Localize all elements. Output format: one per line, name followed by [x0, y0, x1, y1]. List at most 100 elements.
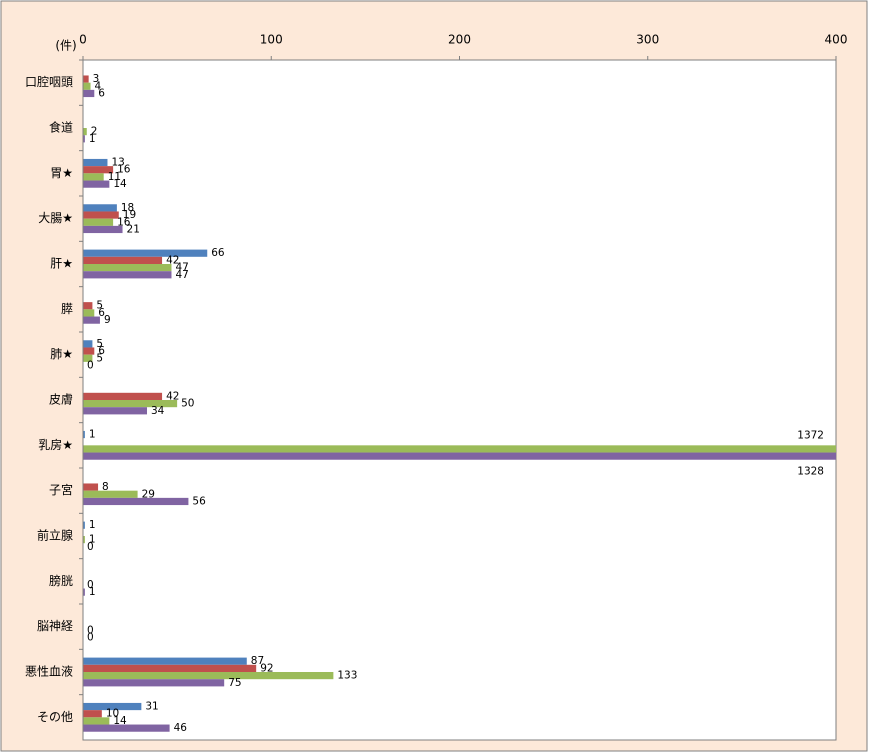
bar [83, 204, 117, 212]
bar [83, 679, 225, 687]
value-label: 4 [95, 80, 102, 92]
y-tick-label: 胃★ [50, 166, 73, 180]
value-label: 19 [123, 209, 136, 221]
x-tick-label: 400 [825, 33, 848, 47]
y-tick-label: 子宮 [49, 482, 73, 497]
value-label: 1 [89, 586, 96, 598]
value-label: 11 [108, 171, 121, 183]
value-label: 1372 [797, 429, 824, 441]
bar [83, 166, 114, 174]
bar [83, 430, 85, 439]
value-label: 47 [175, 269, 188, 281]
value-label: 34 [151, 405, 165, 417]
bar [83, 490, 138, 498]
bar [83, 173, 104, 181]
value-label: 0 [87, 541, 94, 553]
value-label: 133 [337, 670, 357, 682]
value-label: 5 [96, 352, 103, 364]
bar [83, 588, 85, 596]
value-label: 5 [96, 338, 103, 350]
y-tick-label: 肺★ [50, 347, 73, 361]
value-label: 0 [87, 359, 94, 371]
y-tick-label: 大腸★ [38, 211, 73, 225]
bar [83, 316, 100, 324]
y-tick-label: 乳房★ [38, 437, 73, 452]
bar [83, 82, 91, 90]
x-tick-label: 0 [79, 33, 87, 47]
value-label: 6 [98, 307, 105, 319]
bar [83, 717, 110, 725]
bar [83, 211, 119, 219]
value-label: 3 [93, 73, 100, 85]
value-label: 6 [98, 345, 105, 357]
value-label: 8 [102, 481, 109, 493]
bar [83, 452, 836, 460]
y-tick-label: 前立腺 [37, 528, 73, 543]
bar [83, 710, 102, 718]
y-tick-label: 膵 [61, 302, 73, 316]
bar [83, 400, 178, 408]
y-tick-label: 食道 [49, 120, 73, 135]
bar [83, 664, 257, 672]
x-tick-label: 100 [260, 33, 283, 47]
value-label: 1 [89, 429, 96, 441]
bars [83, 75, 836, 732]
bar [83, 702, 142, 711]
bar [83, 347, 95, 355]
value-label: 47 [175, 262, 188, 274]
value-label: 75 [228, 677, 241, 689]
value-label: 2 [91, 126, 98, 138]
y-tick-label: 膀胱 [49, 573, 73, 588]
y-tick-label: 口腔咽頭 [25, 74, 73, 89]
value-label: 9 [104, 314, 111, 326]
bar [83, 536, 85, 544]
x-tick-label: 300 [636, 33, 659, 47]
bar [83, 218, 114, 226]
bar [83, 135, 85, 143]
y-tick-label: その他 [37, 710, 73, 724]
bar [83, 249, 208, 257]
value-label: 1 [89, 534, 96, 546]
plot-area [82, 59, 837, 741]
bar [83, 340, 93, 348]
value-label: 56 [192, 495, 206, 507]
bar [83, 302, 93, 310]
bar [83, 724, 170, 732]
bar [83, 392, 163, 400]
value-label: 18 [121, 202, 134, 214]
bar [83, 264, 172, 272]
bar [83, 128, 87, 136]
value-label: 6 [98, 87, 105, 99]
value-label: 16 [117, 216, 131, 228]
bar [83, 407, 148, 415]
bar [83, 497, 189, 506]
bar [83, 309, 95, 317]
value-label: 1328 [797, 466, 824, 478]
bar [83, 89, 95, 98]
value-label: 21 [127, 223, 140, 235]
y-tick-label: 脳神経 [37, 619, 73, 633]
value-label: 50 [181, 398, 194, 410]
bar [83, 657, 247, 665]
value-label: 5 [96, 300, 103, 312]
bar [83, 483, 99, 491]
x-tick-label: 200 [448, 33, 471, 47]
value-label: 14 [113, 715, 127, 727]
bar [83, 672, 334, 680]
value-label: 29 [142, 488, 155, 500]
value-label: 66 [211, 247, 225, 259]
bar [83, 445, 836, 453]
bar [83, 354, 93, 362]
bar [83, 158, 108, 167]
bar [83, 180, 110, 188]
bar [83, 256, 163, 264]
bar [83, 75, 89, 83]
value-label: 87 [251, 655, 264, 667]
value-label: 0 [87, 579, 94, 591]
axis-label: (件) [55, 39, 76, 53]
value-label: 42 [166, 390, 179, 402]
value-label: 16 [117, 164, 131, 176]
value-label: 92 [260, 662, 273, 674]
value-label: 1 [89, 519, 96, 531]
